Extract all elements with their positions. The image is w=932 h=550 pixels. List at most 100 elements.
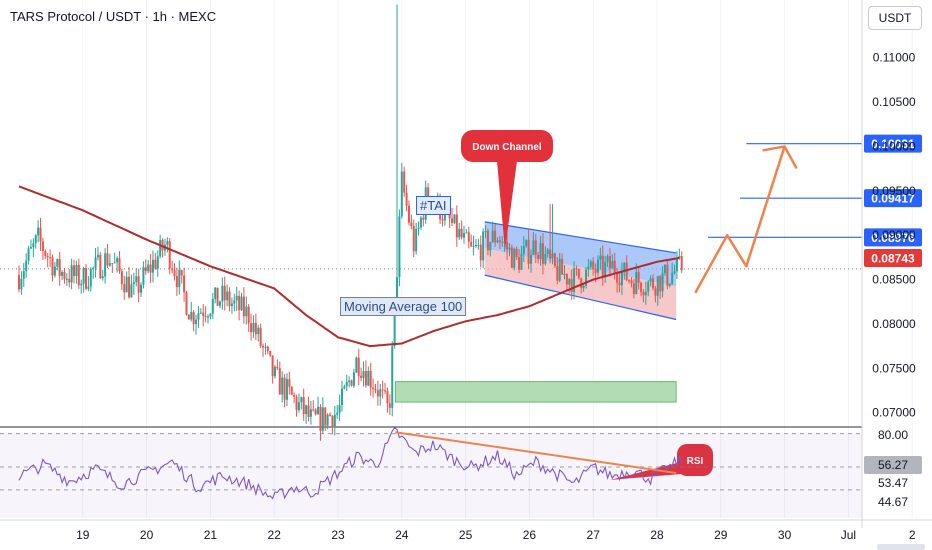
candle-body [218, 301, 221, 306]
y-tick-label: 0.07000 [872, 406, 916, 420]
candle-body [295, 397, 298, 411]
candle-body [273, 366, 276, 377]
candle-body [317, 406, 320, 415]
candle-body [101, 276, 104, 279]
candle-body [245, 306, 248, 317]
moving-average-100 [18, 185, 680, 348]
rsi-callout-pointer [610, 462, 681, 480]
candle-body [582, 285, 585, 288]
candle-body [618, 282, 621, 286]
candle-body [56, 259, 59, 267]
candle-body [192, 312, 195, 325]
candle-body [247, 306, 250, 324]
candle-body [204, 316, 207, 318]
rsi-panel [0, 426, 862, 518]
candle-body [197, 313, 200, 320]
candle-body [89, 268, 92, 287]
scroll-handle [877, 544, 925, 550]
currency-selector-button[interactable]: USDT [868, 6, 922, 30]
candle-body [171, 268, 174, 271]
candle-body [250, 323, 253, 333]
candle-body [403, 171, 406, 193]
target-levels[interactable]: 0.10031 0.09417 0.08976 0.08743 [708, 134, 922, 267]
moving-average-label: Moving Average 100 [340, 297, 467, 316]
y-tick-label: 0.08000 [872, 317, 916, 331]
candle-body [68, 278, 71, 283]
candle-body [135, 276, 138, 282]
chart-title: TARS Protocol / USDT · 1h · MEXC [10, 9, 217, 24]
candle-body [96, 254, 99, 258]
ticker-tag: #TAI [416, 196, 451, 215]
candle-body [513, 248, 516, 268]
candle-body [140, 284, 143, 293]
candle-body [592, 261, 595, 270]
candle-body [156, 256, 159, 269]
rsi-tick-label: 53.47 [878, 476, 908, 490]
candle-body [417, 227, 420, 229]
candle-body [104, 253, 107, 277]
candle-body [525, 240, 528, 246]
rsi-tick-label: 56.27 [878, 458, 908, 472]
candle-body [510, 247, 513, 268]
candle-body [290, 386, 293, 395]
candle-body [628, 280, 631, 282]
candle-body [637, 272, 640, 283]
x-tick-label: 26 [523, 528, 537, 542]
candle-body [46, 256, 49, 258]
x-tick-label: 24 [395, 528, 409, 542]
candle-body [364, 371, 367, 386]
candle-body [348, 380, 351, 382]
candle-body [410, 222, 413, 227]
current-price-badge [864, 248, 922, 267]
candle-body [599, 255, 602, 260]
candle-body [285, 379, 288, 400]
candle-body [388, 403, 391, 408]
candle-body [92, 267, 95, 269]
candle-body [486, 231, 489, 251]
x-tick-label: Jul [841, 528, 856, 542]
candle-body [340, 388, 343, 406]
support-zone-layer [394, 381, 677, 403]
candle-body [242, 296, 245, 317]
candle-body [635, 272, 638, 294]
candle-body [484, 231, 487, 233]
candle-body [398, 216, 401, 278]
down-channel-callout-bubble [461, 130, 553, 162]
candle-body [132, 281, 135, 285]
candle-body [226, 291, 229, 301]
candle-body [228, 291, 231, 307]
rsi-band [0, 433, 862, 518]
candle-body [675, 258, 678, 272]
candle-body [620, 271, 623, 286]
candle-body [386, 391, 389, 404]
down-channel[interactable] [484, 221, 677, 321]
down-channel-callout-pointer [497, 161, 517, 250]
candle-body [568, 279, 571, 285]
candle-body [257, 327, 260, 335]
candle-body [61, 271, 64, 276]
candle-body [262, 346, 265, 348]
rsi-callout-label: RSI [687, 456, 704, 467]
candle-body [561, 258, 564, 275]
candle-body [616, 273, 619, 283]
candle-body [293, 394, 296, 398]
candle-body [333, 414, 336, 428]
candle-body [51, 257, 54, 276]
candle-body [537, 255, 540, 260]
candle-body [142, 267, 145, 285]
x-tick-label: 30 [778, 528, 792, 542]
target-level-badge [864, 189, 922, 208]
target-level-badge [864, 228, 922, 247]
rsi-tick-label: 44.67 [878, 495, 908, 509]
down-channel-callout-label: Down Channel [472, 142, 542, 153]
candle-body [211, 298, 214, 314]
candle-body [355, 357, 358, 373]
candle-body [407, 205, 410, 223]
candle-body [18, 275, 20, 290]
candle-body [400, 171, 403, 217]
candle-body [384, 390, 387, 392]
candle-body [659, 276, 662, 292]
candle-body [479, 244, 482, 261]
candle-body [647, 281, 650, 292]
